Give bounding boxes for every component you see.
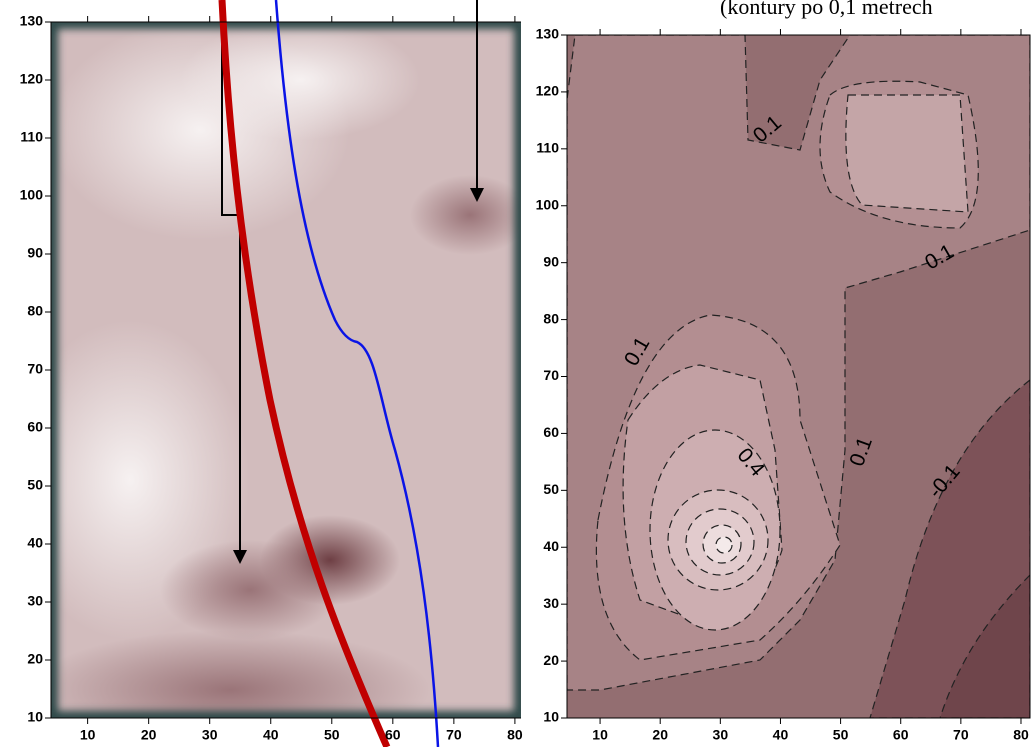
y-tick-label: 60 (27, 419, 43, 435)
arrow-head (233, 550, 247, 564)
y-tick-label: 130 (20, 13, 44, 29)
contour-map (567, 35, 1030, 718)
x-tick-label: 60 (893, 727, 909, 743)
x-tick-label: 80 (507, 727, 523, 743)
y-tick-label: 30 (27, 593, 43, 609)
y-tick-label: 120 (536, 83, 560, 99)
x-tick-label: 70 (446, 727, 462, 743)
x-tick-label: 40 (263, 727, 279, 743)
y-tick-label: 110 (536, 140, 559, 156)
y-tick-label: 70 (543, 367, 559, 383)
heatmap-image (51, 22, 521, 718)
y-tick-label: 40 (543, 538, 559, 554)
y-tick-label: 20 (543, 652, 559, 668)
y-tick-label: 70 (27, 361, 43, 377)
y-tick-label: 90 (27, 245, 43, 261)
y-tick-label: 10 (543, 709, 559, 725)
y-tick-label: 80 (543, 310, 559, 326)
road-line (274, 0, 440, 747)
y-tick-label: 50 (543, 481, 559, 497)
x-tick-label: 30 (713, 727, 729, 743)
y-tick-label: 120 (20, 71, 44, 87)
x-tick-label: 30 (202, 727, 218, 743)
y-tick-label: 60 (543, 424, 559, 440)
x-tick-label: 60 (385, 727, 401, 743)
y-tick-label: 130 (536, 26, 560, 42)
x-tick-label: 70 (953, 727, 969, 743)
x-tick-label: 20 (141, 727, 157, 743)
y-tick-label: 100 (20, 187, 44, 203)
y-tick-label: 80 (27, 303, 43, 319)
river-line (218, 0, 391, 747)
x-tick-label: 20 (652, 727, 668, 743)
y-tick-label: 20 (27, 651, 43, 667)
arrow (221, 0, 241, 552)
y-tick-label: 50 (27, 477, 43, 493)
x-tick-label: 80 (1013, 727, 1029, 743)
x-tick-label: 10 (592, 727, 608, 743)
y-tick-label: 110 (20, 129, 43, 145)
arrow-head (470, 188, 484, 202)
y-tick-label: 90 (543, 253, 559, 269)
y-tick-label: 10 (27, 709, 43, 725)
x-tick-label: 50 (324, 727, 340, 743)
chart-title: (kontury po 0,1 metrech (720, 0, 933, 19)
y-tick-label: 100 (536, 196, 560, 212)
x-tick-label: 50 (833, 727, 849, 743)
x-tick-label: 10 (80, 727, 96, 743)
x-tick-label: 40 (773, 727, 789, 743)
y-tick-label: 30 (543, 595, 559, 611)
y-tick-label: 40 (27, 535, 43, 551)
